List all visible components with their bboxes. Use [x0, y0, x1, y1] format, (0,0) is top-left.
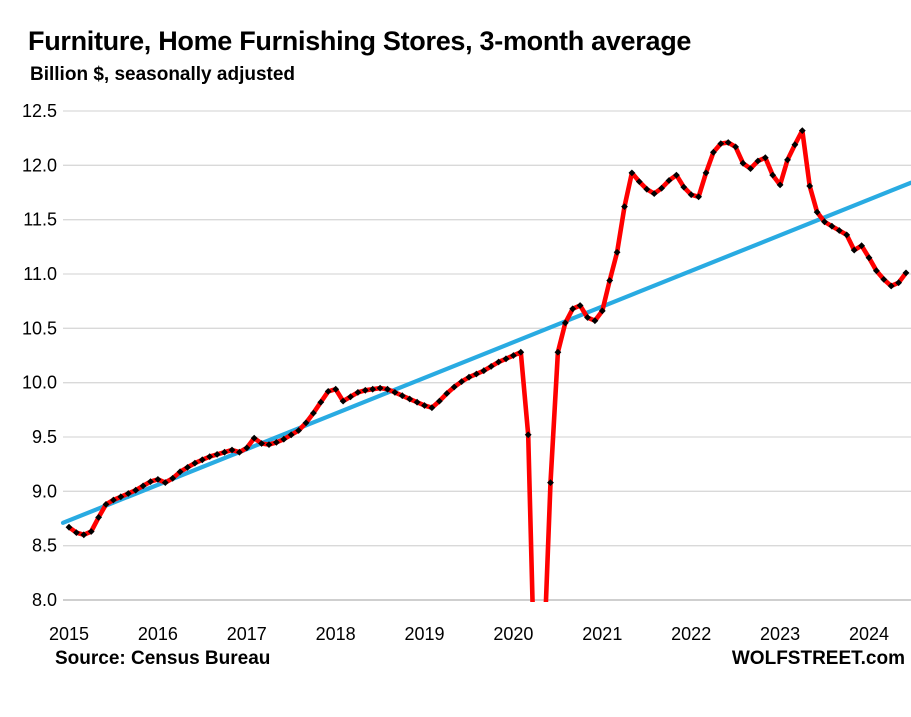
- x-tick-label: 2017: [227, 624, 267, 644]
- x-tick-label: 2018: [316, 624, 356, 644]
- x-axis-tick-labels: 2015 2016 2017 2018 2019 2020 2021 2022 2023 2024: [49, 624, 889, 644]
- y-tick-label: 10.0: [22, 373, 57, 393]
- y-tick-label: 11.0: [23, 264, 57, 284]
- y-tick-label: 9.5: [32, 427, 57, 447]
- source-note: Source: Census Bureau: [55, 648, 271, 669]
- x-tick-label: 2020: [493, 624, 533, 644]
- x-tick-label: 2022: [671, 624, 711, 644]
- data-series: [65, 127, 910, 602]
- chart-subtitle: Billion $, seasonally adjusted: [30, 64, 296, 85]
- y-tick-label: 12.5: [22, 101, 57, 121]
- x-tick-label: 2019: [405, 624, 445, 644]
- y-tick-label: 8.5: [32, 536, 57, 556]
- x-tick-label: 2024: [849, 624, 889, 644]
- brand-watermark: WOLFSTREET.com: [731, 648, 905, 669]
- x-tick-label: 2015: [49, 624, 89, 644]
- trend-line: [60, 180, 911, 525]
- x-tick-label: 2023: [760, 624, 800, 644]
- y-tick-label: 8.0: [32, 590, 57, 610]
- x-tick-label: 2021: [582, 624, 622, 644]
- y-tick-label: 12.0: [22, 155, 57, 175]
- gridlines: [63, 110, 911, 601]
- chart-title: Furniture, Home Furnishing Stores, 3-mon…: [28, 26, 692, 56]
- x-tick-label: 2016: [138, 624, 178, 644]
- y-tick-label: 9.0: [32, 481, 57, 501]
- y-tick-label: 11.5: [23, 210, 57, 230]
- y-tick-label: 10.5: [22, 318, 57, 338]
- y-axis-tick-labels: 12.5 12.0 11.5 11.0 10.5 10.0 9.5 9.0 8.5 8.0: [22, 101, 57, 610]
